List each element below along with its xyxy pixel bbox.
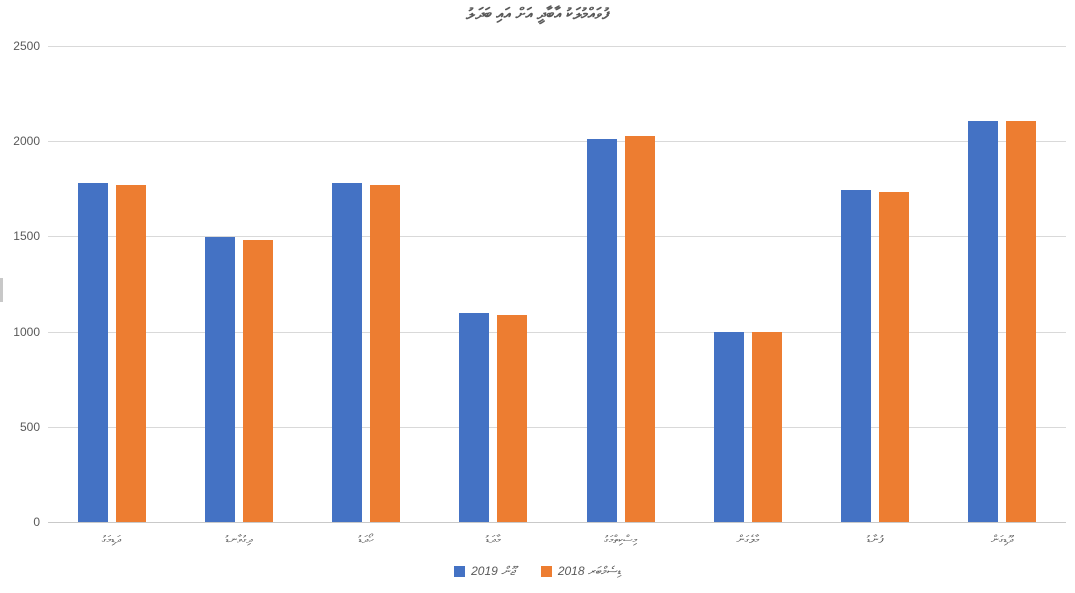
gridline-2000 xyxy=(48,141,1066,143)
bar-series0-cat1 xyxy=(204,237,235,522)
bar-series1-cat5 xyxy=(751,331,782,522)
x-tick-label-7: ދޫޑިގަން xyxy=(990,534,1014,546)
bar-group-0 xyxy=(77,183,146,522)
gridline-1000 xyxy=(48,331,1066,333)
bar-group-5 xyxy=(713,331,782,522)
x-tick-label-1: ދިގުވާނޑު xyxy=(225,534,253,546)
chart-title: ފުވައްމުލަކު އާބާދީ އަށް އައި ބަދަލު xyxy=(465,6,610,23)
legend-item-2018: ޑިސެމްބަރ 2018 xyxy=(540,564,621,579)
bar-series1-cat3 xyxy=(497,315,528,522)
legend-label-2018: ޑިސެމްބަރ 2018 xyxy=(557,564,621,578)
bar-series0-cat3 xyxy=(459,312,490,522)
x-tick-label-3: މާދަޑު xyxy=(485,534,502,546)
bar-series0-cat5 xyxy=(713,331,744,522)
gridline-1500 xyxy=(48,236,1066,238)
x-tick-label-6: ފުނާޑު xyxy=(866,534,884,546)
y-tick-label-500: 500 xyxy=(19,419,40,434)
bar-series1-cat6 xyxy=(879,191,910,522)
gridline-2500 xyxy=(48,46,1066,47)
y-tick-label-1500: 1500 xyxy=(13,229,40,244)
bar-series0-cat2 xyxy=(332,183,363,522)
bar-series1-cat1 xyxy=(242,240,273,522)
bar-series1-cat2 xyxy=(370,185,401,522)
legend-swatch-blue xyxy=(454,566,466,577)
bar-series0-cat4 xyxy=(586,139,617,522)
bar-group-1 xyxy=(204,237,273,522)
x-tick-label-0: ދަޑިމަގު xyxy=(101,534,122,546)
y-tick-label-2500: 2500 xyxy=(13,39,40,53)
legend: ޖޫން 2019 ޑިސެމްބަރ 2018 xyxy=(0,564,1075,579)
gridline-0 xyxy=(48,522,1066,523)
bar-series1-cat4 xyxy=(624,136,655,522)
bar-group-2 xyxy=(332,183,401,522)
bar-group-4 xyxy=(586,136,655,522)
legend-item-2019: ޖޫން 2019 xyxy=(454,564,515,579)
y-tick-label-1000: 1000 xyxy=(13,324,40,339)
x-tick-label-5: މާލެގަން xyxy=(736,534,760,546)
bar-series1-cat7 xyxy=(1006,121,1037,522)
bar-group-3 xyxy=(459,312,528,522)
legend-label-2019: ޖޫން 2019 xyxy=(471,564,515,578)
bar-group-7 xyxy=(968,121,1037,522)
y-axis-title-clipped xyxy=(0,278,3,302)
x-tick-label-2: ހޯދަޑު xyxy=(358,534,374,546)
plot-area xyxy=(48,46,1066,523)
bar-series0-cat7 xyxy=(968,121,999,522)
legend-swatch-orange xyxy=(540,566,552,577)
y-tick-label-2000: 2000 xyxy=(13,134,40,149)
bar-series0-cat0 xyxy=(77,183,108,522)
y-tick-label-0: 0 xyxy=(33,515,40,529)
bar-group-6 xyxy=(841,189,910,522)
x-tick-label-4: މިސްކިތްމަގު xyxy=(603,534,638,546)
bar-series0-cat6 xyxy=(841,189,872,522)
gridline-500 xyxy=(48,426,1066,428)
bar-series1-cat0 xyxy=(115,185,146,522)
